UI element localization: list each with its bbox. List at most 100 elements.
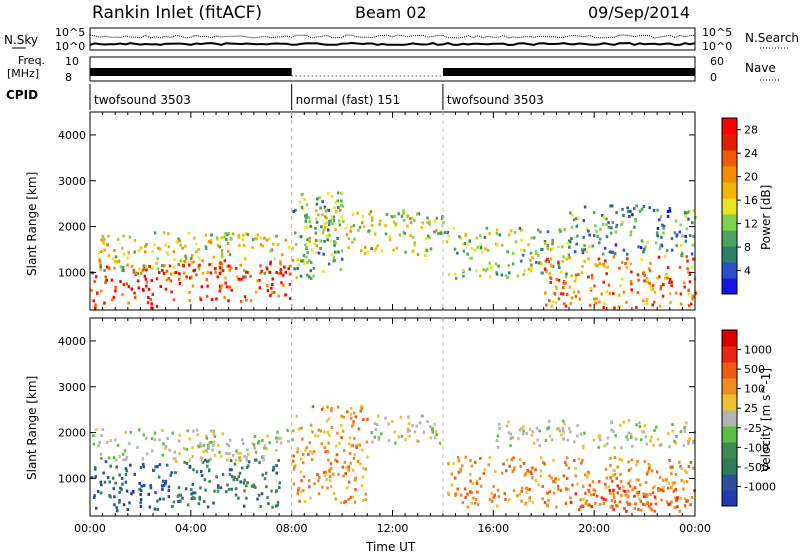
scatter-cell (466, 252, 469, 256)
scatter-cell (612, 474, 615, 478)
scatter-cell (548, 434, 552, 438)
scatter-cell (322, 269, 325, 273)
scatter-cell (660, 235, 663, 239)
scatter-cell (150, 302, 153, 306)
scatter-cell (265, 238, 269, 242)
scatter-cell (684, 215, 687, 219)
scatter-cell (679, 223, 682, 227)
scatter-cell (611, 504, 614, 508)
scatter-cell (150, 279, 153, 283)
scatter-cell (603, 301, 606, 305)
scatter-cell (505, 424, 509, 428)
scatter-cell (94, 275, 98, 279)
scatter-cell (161, 487, 164, 491)
scatter-cell (238, 471, 242, 475)
scatter-cell (182, 271, 186, 275)
scatter-cell (428, 235, 431, 239)
scatter-cell (557, 245, 560, 249)
scatter-cell (263, 271, 266, 275)
scatter-cell (446, 230, 450, 234)
scatter-cell (306, 238, 309, 242)
scatter-cell (162, 264, 165, 268)
scatter-cell (361, 221, 364, 225)
scatter-cell (548, 299, 551, 303)
scatter-cell (376, 244, 379, 248)
scatter-cell (187, 231, 191, 235)
scatter-cell (297, 486, 301, 490)
scatter-cell (457, 470, 461, 474)
scatter-cell (164, 479, 168, 483)
scatter-cell (252, 443, 256, 447)
scatter-cell (416, 253, 420, 257)
scatter-cell (95, 506, 98, 510)
scatter-cell (479, 274, 482, 278)
scatter-cell (609, 456, 612, 460)
time-tick-label: 08:00 (276, 522, 308, 535)
scatter-cell (535, 260, 538, 264)
scatter-cell (308, 240, 311, 244)
scatter-cell (265, 485, 268, 489)
scatter-cell (342, 449, 346, 453)
scatter-cell (260, 492, 264, 496)
scatter-cell (132, 270, 136, 274)
scatter-cell (191, 284, 195, 288)
scatter-cell (666, 266, 670, 270)
scatter-cell (622, 489, 625, 493)
scatter-cell (658, 247, 662, 251)
scatter-cell (559, 488, 563, 492)
scatter-cell (204, 458, 207, 462)
scatter-cell (243, 454, 246, 458)
scatter-cell (687, 442, 690, 446)
scatter-cell (577, 216, 580, 220)
scatter-cell (139, 466, 143, 469)
scatter-cell (190, 261, 193, 264)
scatter-cell (520, 486, 524, 490)
scatter-cell (223, 259, 227, 263)
scatter-cell (426, 420, 429, 424)
scatter-cell (659, 244, 662, 248)
scatter-cell (155, 277, 159, 281)
scatter-cell (157, 475, 161, 479)
scatter-cell (220, 254, 224, 258)
scatter-cell (348, 452, 352, 455)
scatter-cell (613, 456, 617, 460)
scatter-cell (511, 470, 514, 473)
scatter-cell (566, 476, 569, 480)
scatter-cell (267, 502, 270, 506)
scatter-cell (648, 284, 652, 288)
scatter-cell (689, 302, 693, 306)
scatter-cell (580, 461, 583, 465)
scatter-cell (125, 282, 128, 286)
scatter-cell (610, 421, 613, 425)
scatter-cell (507, 431, 511, 435)
scatter-cell (154, 491, 157, 495)
scatter-cell (115, 506, 118, 510)
scatter-cell (465, 242, 469, 246)
scatter-cell (393, 220, 396, 224)
scatter-cell (356, 459, 360, 463)
scatter-cell (168, 264, 172, 268)
scatter-cell (507, 420, 510, 424)
scatter-cell (226, 242, 230, 245)
scatter-cell (565, 257, 569, 261)
scatter-cell (363, 245, 367, 249)
scatter-cell (587, 275, 590, 279)
scatter-cell (675, 499, 678, 503)
scatter-cell (341, 429, 345, 433)
scatter-cell (113, 495, 116, 499)
scatter-cell (429, 436, 432, 440)
scatter-cell (662, 478, 665, 482)
scatter-cell (302, 475, 306, 479)
scatter-cell (321, 200, 324, 204)
scatter-cell (361, 215, 365, 219)
scatter-cell (691, 466, 695, 470)
colorbar-swatch (722, 246, 737, 263)
freq-tick-top: 10 (65, 55, 79, 68)
scatter-cell (686, 211, 689, 215)
scatter-cell (341, 204, 344, 208)
scatter-cell (537, 228, 540, 232)
scatter-cell (529, 269, 532, 273)
scatter-cell (207, 459, 211, 463)
scatter-cell (207, 240, 211, 244)
